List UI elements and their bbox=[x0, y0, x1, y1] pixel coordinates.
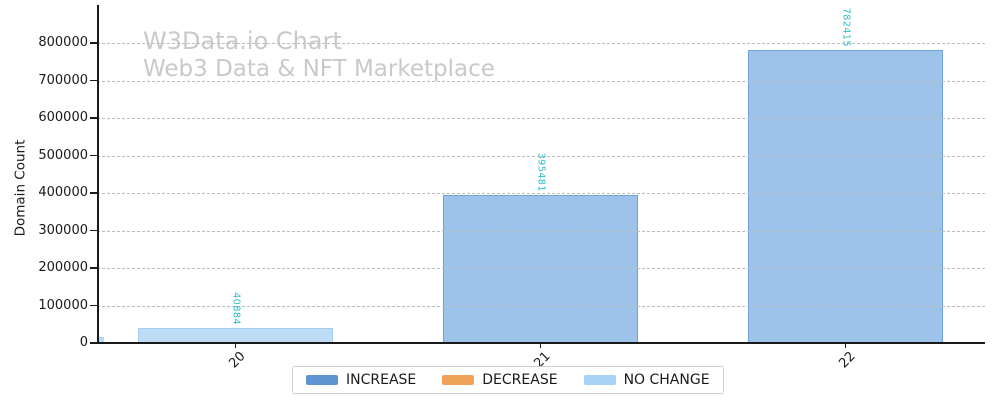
y-tick-label: 700000 bbox=[38, 72, 88, 88]
bar-value-label: 782415 bbox=[840, 7, 851, 47]
gridline bbox=[97, 305, 985, 307]
gridline bbox=[97, 268, 985, 269]
y-tick-label: 400000 bbox=[38, 185, 88, 200]
bar-value-label: 40884 bbox=[230, 291, 241, 325]
legend-label: INCREASE bbox=[346, 372, 417, 388]
x-tick-mark bbox=[540, 343, 542, 348]
x-axis-spine bbox=[97, 342, 985, 344]
y-tick-mark bbox=[90, 42, 97, 44]
gridline bbox=[97, 230, 985, 232]
gridline bbox=[97, 80, 985, 82]
y-tick-mark bbox=[90, 154, 97, 157]
y-tick-mark bbox=[90, 117, 97, 119]
y-tick-label: 300000 bbox=[38, 222, 88, 238]
gridline bbox=[97, 118, 985, 119]
y-tick-label: 0 bbox=[79, 335, 88, 350]
legend-item-increase: INCREASE bbox=[306, 372, 416, 388]
legend-swatch-icon bbox=[583, 375, 616, 385]
legend-item-no-change: NO CHANGE bbox=[583, 372, 710, 388]
y-tick-label: 100000 bbox=[38, 297, 88, 313]
x-tick-mark bbox=[235, 343, 237, 348]
legend-label: NO CHANGE bbox=[623, 372, 710, 388]
x-tick-label: 20 bbox=[226, 349, 249, 372]
chart-legend: INCREASE DECREASE NO CHANGE bbox=[292, 366, 724, 394]
watermark-subtitle: Web3 Data & NFT Marketplace bbox=[143, 56, 495, 82]
y-tick-mark bbox=[90, 192, 97, 194]
y-tick-mark bbox=[90, 304, 97, 307]
y-tick-mark bbox=[90, 342, 97, 344]
legend-swatch-icon bbox=[306, 375, 338, 385]
gridline bbox=[97, 193, 985, 194]
watermark-title: W3Data.io Chart bbox=[143, 27, 342, 55]
gridline bbox=[97, 43, 985, 44]
y-tick-label: 200000 bbox=[38, 260, 88, 275]
y-axis-spine bbox=[97, 5, 99, 343]
gridline bbox=[97, 155, 985, 157]
y-tick-label: 800000 bbox=[38, 35, 88, 50]
y-tick-mark bbox=[90, 79, 97, 82]
legend-swatch-icon bbox=[442, 375, 475, 385]
bar-20 bbox=[137, 327, 333, 343]
y-tick-mark bbox=[90, 267, 97, 269]
y-tick-mark bbox=[90, 229, 97, 232]
x-tick-mark bbox=[845, 343, 847, 348]
legend-item-decrease: DECREASE bbox=[442, 372, 558, 388]
x-tick-label: 22 bbox=[836, 349, 859, 372]
bar-22 bbox=[747, 49, 943, 343]
y-tick-label: 500000 bbox=[38, 147, 88, 163]
y-tick-label: 600000 bbox=[38, 110, 88, 125]
bar-value-label: 395481 bbox=[535, 152, 546, 192]
legend-label: DECREASE bbox=[482, 372, 558, 388]
